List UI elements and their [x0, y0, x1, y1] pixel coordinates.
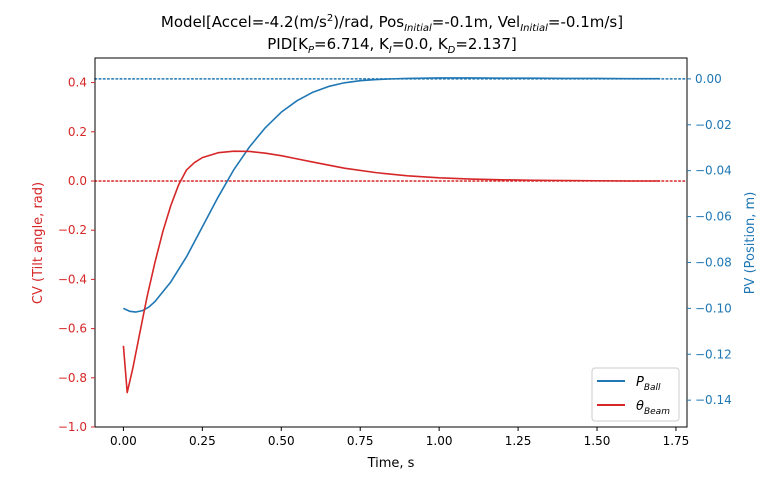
series-line-p-ball — [123, 77, 661, 313]
left-tick-label: −0.8 — [58, 371, 87, 385]
x-tick-label: 1.75 — [663, 434, 690, 448]
right-tick-label: −0.06 — [695, 210, 732, 224]
x-tick-label: 0.75 — [347, 434, 374, 448]
axes: 0.00 0.25 0.50 0.75 1.00 1.25 1.50 1.75 0.4 0.2 0.… — [58, 57, 732, 448]
x-axis-label: Time, s — [367, 456, 415, 471]
legend-label-p-ball: PBall — [636, 375, 661, 393]
x-tick-label: 0.25 — [189, 434, 216, 448]
left-tick-label: −0.4 — [58, 272, 87, 286]
right-tick-label: −0.08 — [695, 255, 732, 269]
right-tick-label: −0.12 — [695, 347, 732, 361]
right-axis-label: PV (Position, m) — [743, 192, 758, 295]
left-axis-label: CV (Tilt angle, rad) — [31, 182, 46, 304]
x-tick-label: 1.00 — [426, 434, 453, 448]
legend-label-theta-beam: θBeam — [636, 399, 670, 417]
left-tick-label: −1.0 — [58, 420, 87, 434]
chart-title-line1: Model[Accel=-4.2(m/s2)/rad, PosInitial=-… — [161, 13, 623, 34]
x-tick-label: 1.25 — [505, 434, 532, 448]
chart-title-line2: PID[KP=6.714, KI=0.0, KD=2.137] — [267, 35, 516, 56]
x-tick-label: 0.50 — [268, 434, 295, 448]
right-tick-label: −0.14 — [695, 393, 732, 407]
right-tick-label: 0.00 — [695, 72, 722, 86]
left-tick-label: −0.6 — [58, 322, 87, 336]
plot-area — [94, 77, 688, 394]
right-tick-label: −0.02 — [695, 118, 732, 132]
plot-frame — [94, 57, 688, 428]
left-tick-label: 0.0 — [68, 174, 87, 188]
x-tick-label: 0.00 — [110, 434, 137, 448]
right-tick-label: −0.04 — [695, 164, 732, 178]
left-tick-label: 0.4 — [68, 76, 87, 90]
legend: PBall θBeam — [591, 367, 680, 422]
series-line-theta-beam — [122, 150, 661, 394]
right-tick-label: −0.10 — [695, 301, 732, 315]
x-tick-label: 1.50 — [584, 434, 611, 448]
left-tick-label: −0.2 — [58, 223, 87, 237]
left-tick-label: 0.2 — [68, 125, 87, 139]
